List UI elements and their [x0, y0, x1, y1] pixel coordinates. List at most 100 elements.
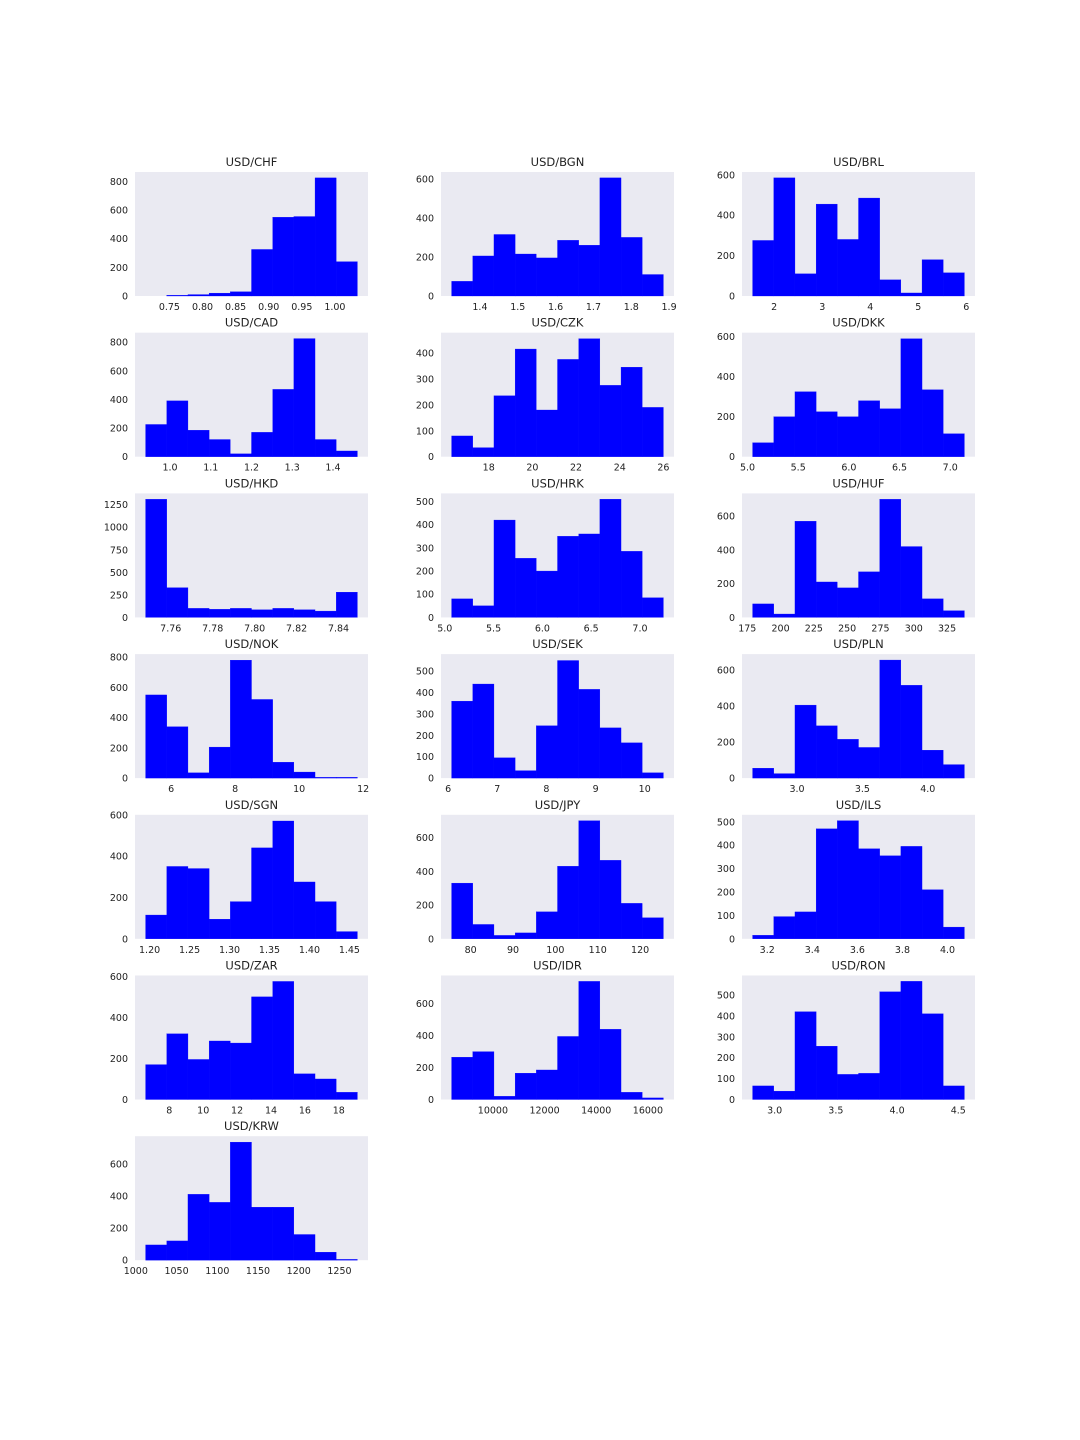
histogram-bar	[187, 772, 210, 779]
histogram-bar	[815, 725, 838, 779]
histogram-bar	[230, 901, 252, 939]
y-tick-label: 800	[110, 338, 128, 349]
histogram-bar	[921, 1013, 944, 1100]
x-tick-label: 16000	[633, 1106, 663, 1117]
histogram-bar	[272, 217, 295, 297]
x-tick-label: 1.9	[662, 302, 677, 313]
y-tick-label: 200	[110, 424, 128, 435]
histogram-bar	[208, 746, 231, 779]
histogram-bar	[166, 400, 189, 457]
histogram-bar	[642, 1097, 664, 1100]
histogram-usd-sgn: USD/SGN 1.20 1.25 1.30 1.35 1.40 1.45 0 200 400 60…	[110, 798, 368, 956]
histogram-bar	[815, 828, 838, 939]
subplot-title: USD/IDR	[533, 959, 582, 973]
subplot-title: USD/CHF	[226, 155, 278, 169]
x-tick-label: 1.30	[219, 945, 240, 956]
subplot-title: USD/HUF	[832, 476, 884, 490]
histogram-usd-zar: USD/ZAR 8 10 12 14 16 18 0 200 400 600	[110, 959, 368, 1117]
histogram-bar	[272, 820, 295, 939]
histogram-bar	[578, 533, 601, 618]
y-tick-label: 600	[110, 366, 128, 377]
histogram-bar	[493, 1096, 516, 1100]
histogram-bar	[642, 917, 664, 939]
histogram-bar	[293, 216, 316, 297]
histogram-usd-ils: USD/ILS 3.2 3.4 3.6 3.8 4.0 0 100 200 300 400 500	[717, 798, 975, 956]
histogram-bar	[451, 435, 473, 457]
x-tick-label: 7.82	[286, 623, 307, 634]
histogram-bar	[293, 338, 316, 457]
histogram-bar	[145, 1244, 167, 1261]
y-tick-label: 200	[416, 252, 434, 263]
histogram-bar	[921, 598, 944, 618]
histogram-bar	[943, 272, 965, 297]
histogram-bar	[599, 499, 622, 618]
histogram-bar	[858, 1073, 880, 1100]
x-tick-label: 1.4	[325, 463, 340, 474]
histogram-bar	[472, 605, 495, 618]
histogram-bar	[557, 660, 579, 779]
histogram-bar	[900, 981, 923, 1100]
histogram-bar	[493, 935, 516, 939]
histogram-bar	[251, 609, 273, 618]
histogram-bar	[493, 395, 516, 457]
x-tick-label: 6	[168, 784, 174, 795]
x-tick-label: 12	[231, 1106, 243, 1117]
histogram-bar	[187, 430, 210, 457]
histogram-bar	[208, 1040, 231, 1100]
y-tick-label: 600	[416, 174, 434, 185]
x-tick-label: 325	[938, 623, 956, 634]
y-tick-label: 600	[110, 810, 128, 821]
y-tick-label: 600	[110, 683, 128, 694]
histogram-bar	[166, 866, 189, 939]
x-tick-label: 4.0	[890, 1106, 905, 1117]
y-tick-label: 200	[110, 1054, 128, 1065]
x-tick-label: 1.00	[324, 302, 345, 313]
y-tick-label: 0	[729, 292, 735, 303]
histogram-bar	[472, 683, 495, 779]
histogram-bar	[858, 848, 880, 939]
y-tick-label: 300	[416, 374, 434, 385]
histogram-bar	[314, 1252, 337, 1261]
histogram-bar	[752, 240, 774, 297]
histogram-bar	[451, 281, 473, 297]
histogram-usd-pln: USD/PLN 3.0 3.5 4.0 0 200 400 600	[717, 637, 975, 795]
histogram-bar	[187, 294, 210, 297]
histogram-bar	[921, 889, 944, 939]
y-tick-label: 0	[428, 1095, 434, 1106]
histogram-bar	[620, 551, 643, 618]
y-tick-label: 400	[110, 234, 128, 245]
y-tick-label: 400	[416, 520, 434, 531]
histogram-bar	[837, 739, 859, 779]
x-tick-label: 8	[232, 784, 238, 795]
x-tick-label: 3.5	[828, 1106, 843, 1117]
y-tick-label: 0	[122, 452, 128, 463]
x-tick-label: 225	[805, 623, 823, 634]
histogram-bar	[858, 400, 880, 457]
histogram-bar	[578, 245, 601, 297]
x-tick-label: 14	[265, 1106, 277, 1117]
y-tick-label: 0	[122, 934, 128, 945]
histogram-bar	[293, 771, 316, 779]
histogram-bar	[336, 450, 358, 457]
y-tick-label: 600	[717, 332, 735, 343]
x-tick-label: 18	[333, 1106, 345, 1117]
y-tick-label: 400	[110, 852, 128, 863]
y-tick-label: 200	[717, 412, 735, 423]
y-tick-label: 0	[428, 292, 434, 303]
x-tick-label: 1.40	[299, 945, 320, 956]
subplot-title: USD/HKD	[225, 476, 279, 490]
x-tick-label: 3.2	[760, 945, 775, 956]
x-tick-label: 1.1	[203, 463, 218, 474]
histogram-bar	[921, 750, 944, 779]
x-tick-label: 1.20	[139, 945, 160, 956]
x-tick-label: 3	[819, 302, 825, 313]
subplot-title: USD/HRK	[531, 476, 584, 490]
histogram-bar	[773, 416, 796, 457]
histogram-bar	[794, 521, 817, 618]
x-tick-label: 7	[494, 784, 500, 795]
histogram-bar	[879, 499, 902, 618]
histogram-bar	[230, 453, 252, 457]
x-tick-label: 1000	[124, 1266, 148, 1277]
x-tick-label: 110	[589, 945, 607, 956]
